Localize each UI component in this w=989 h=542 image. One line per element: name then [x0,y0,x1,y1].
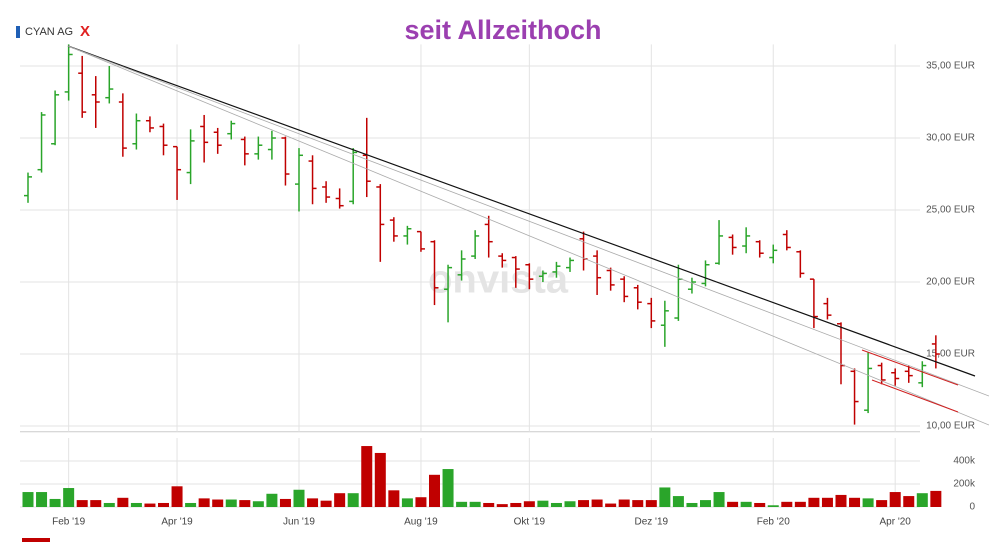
x-tick-label: Jun '19 [283,517,315,528]
volume-bar [49,498,61,507]
volume-bar [90,500,102,507]
trend-line [67,45,976,377]
grid: 10,00 EUR 15,00 EUR 20,00 EUR 25,00 EUR 30,0… [20,44,976,528]
volume-bar [63,488,75,507]
volume-bar [158,502,169,507]
volume-bar [293,489,305,507]
volume-bar [36,492,48,507]
volume-bar [672,496,684,507]
volume-bar [469,501,481,507]
volume-bar [496,504,508,507]
volume-bar [930,490,942,507]
volume-bar [334,493,346,507]
legend-label: CYAN AG [25,26,73,38]
volume-bar [916,493,928,507]
volume-bar [700,500,711,507]
volume-bar [686,502,698,507]
volume-tick-label: 0 [969,502,975,513]
volume-bar [632,500,644,507]
volume-tick-label: 200k [953,479,976,490]
volume-bar [740,501,752,507]
volume-bar [252,501,264,507]
volume-bar [22,492,34,507]
volume-tick-label: 400k [953,456,976,467]
volume-bar [483,502,495,507]
volume-bar [144,503,156,507]
volume-bar [862,498,874,507]
volume-bar [510,502,522,507]
y-tick-label: 35,00 EUR [926,61,975,72]
trend-line [67,45,989,397]
volume-bar [456,501,468,507]
volume-bar [767,505,779,507]
trend-line [67,45,989,426]
volume-bar [618,499,630,507]
scroll-marker [22,538,50,542]
x-tick-label: Dez '19 [635,517,669,528]
volume-bar [659,487,671,507]
volume-bar [374,452,386,507]
trend-line [861,349,959,386]
volume-bar [591,499,603,507]
volume-bar [442,469,454,507]
trend-line [871,379,959,413]
y-tick-label: 30,00 EUR [926,133,975,144]
x-tick-label: Aug '19 [404,517,438,528]
legend-swatch [16,26,20,38]
x-tick-label: Feb '20 [757,517,790,528]
volume-bar [185,502,197,507]
volume-bar [347,493,359,507]
volume-bar [876,500,888,507]
volume-bar [523,501,535,507]
volume-bar [835,494,847,507]
chart-title: seit Allzeithoch [404,15,601,45]
volume-bar [279,498,291,507]
volume-bar [537,500,549,507]
volume-bar [794,501,806,507]
volume-bar [361,446,373,507]
volume-bar [713,492,725,507]
volume-bar [117,497,129,507]
volume-bar [225,499,237,507]
volume-bar [429,474,440,507]
volume-bar [198,498,210,507]
x-tick-label: Feb '19 [52,517,85,528]
volume-bar [103,502,115,507]
volume-bar [320,500,332,507]
x-tick-label: Apr '19 [161,517,193,528]
volume-bar [781,501,793,507]
y-tick-label: 25,00 EUR [926,205,975,216]
x-tick-label: Okt '19 [514,517,546,528]
volume-bar [76,500,88,507]
volume-bar [821,497,833,507]
volume-bar [388,490,400,507]
volume-bar [578,500,590,507]
volume-bar [605,503,617,507]
volume-bar [903,496,915,507]
y-tick-label: 10,00 EUR [926,421,975,432]
volume-bar [645,500,657,507]
y-tick-label: 15,00 EUR [926,349,975,360]
volume-bar [889,492,901,507]
volume-bar [130,502,142,507]
y-tick-label: 20,00 EUR [926,277,975,288]
volume-bar [849,497,861,507]
volume-bar [266,493,278,507]
x-tick-label: Apr '20 [880,517,912,528]
volume-bar [415,497,427,507]
volume-bar [401,498,413,507]
watermark: onvista [428,258,569,302]
volume-bar [808,497,820,507]
marks [22,44,942,507]
volume-bar [212,499,224,507]
volume-bar [550,502,562,507]
volume-bar [239,500,251,507]
volume-bar [564,501,576,507]
volume-bar [307,498,319,507]
volume-bar [171,486,183,507]
remove-button[interactable]: X [80,23,90,40]
volume-bar [754,502,766,507]
volume-bar [727,501,739,507]
